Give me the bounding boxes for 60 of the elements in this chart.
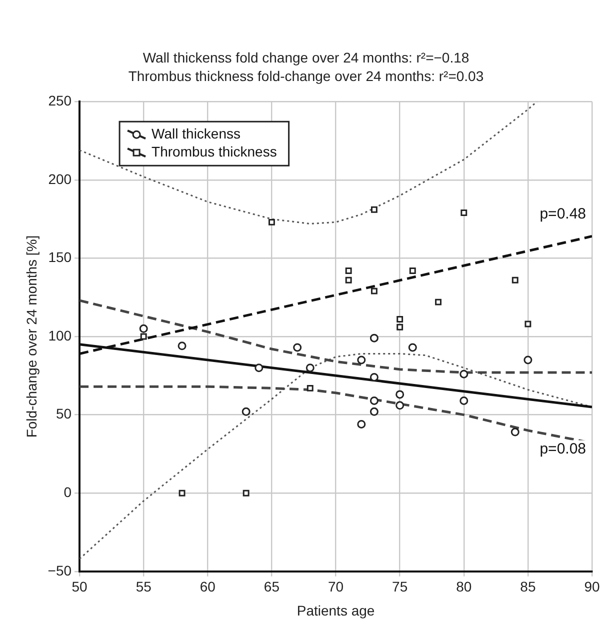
point bbox=[396, 401, 404, 410]
x-tick-label: 70 bbox=[328, 578, 344, 595]
point bbox=[370, 206, 378, 213]
point bbox=[370, 334, 378, 342]
x-tick-label: 90 bbox=[584, 578, 600, 595]
point bbox=[242, 407, 250, 416]
y-tick-label: −50 bbox=[48, 562, 72, 578]
x-tick-label: 55 bbox=[136, 578, 152, 595]
point bbox=[396, 324, 404, 330]
y-tick-label: 200 bbox=[48, 170, 72, 187]
x-tick-label: 80 bbox=[456, 578, 472, 595]
point bbox=[293, 343, 302, 352]
legend-label: Wall thickenss bbox=[152, 125, 240, 142]
point bbox=[139, 324, 148, 333]
y-tick-label: 250 bbox=[48, 92, 72, 108]
point bbox=[370, 288, 378, 294]
point bbox=[396, 316, 404, 322]
point bbox=[408, 343, 417, 352]
x-tick-label: 75 bbox=[392, 578, 408, 595]
point bbox=[524, 356, 532, 364]
point bbox=[242, 490, 250, 496]
annotation: p=0.08 bbox=[540, 440, 586, 458]
point bbox=[254, 364, 264, 372]
point bbox=[357, 356, 366, 364]
y-tick-label: 0 bbox=[64, 484, 72, 500]
point bbox=[178, 490, 186, 496]
point bbox=[460, 396, 468, 405]
x-tick-label: 50 bbox=[72, 578, 88, 595]
point bbox=[409, 268, 416, 274]
y-tick-label: 150 bbox=[48, 249, 72, 266]
chart-title: Wall thickenss fold change over 24 months: r²=−0.18 bbox=[142, 49, 470, 66]
x-tick-label: 85 bbox=[520, 578, 536, 595]
point bbox=[460, 210, 468, 216]
point bbox=[345, 276, 352, 284]
x-tick-label: 60 bbox=[200, 578, 216, 595]
annotation: p=0.48 bbox=[540, 205, 586, 222]
point bbox=[306, 384, 314, 392]
point bbox=[370, 396, 378, 405]
point bbox=[357, 420, 366, 428]
point bbox=[370, 407, 378, 416]
point bbox=[370, 372, 378, 382]
legend-label: Thrombus thickness bbox=[152, 143, 277, 160]
point bbox=[396, 390, 404, 399]
point bbox=[512, 276, 518, 284]
x-axis-title: Patients age bbox=[296, 602, 375, 618]
point bbox=[306, 364, 314, 372]
point bbox=[510, 428, 520, 436]
point bbox=[460, 370, 468, 378]
point bbox=[140, 333, 147, 340]
point bbox=[178, 342, 186, 350]
point bbox=[345, 268, 352, 274]
y-tick-label: 100 bbox=[48, 327, 72, 344]
chart-subtitle: Thrombus thickness fold-change over 24 months: r²=0.03 bbox=[128, 68, 484, 84]
line-series bbox=[80, 102, 538, 224]
y-axis-title: Fold-change over 24 months [%] bbox=[23, 235, 40, 438]
point bbox=[524, 320, 532, 328]
x-tick-label: 65 bbox=[264, 578, 280, 595]
y-tick-label: 50 bbox=[56, 406, 72, 422]
point bbox=[268, 218, 275, 226]
point bbox=[435, 298, 442, 306]
